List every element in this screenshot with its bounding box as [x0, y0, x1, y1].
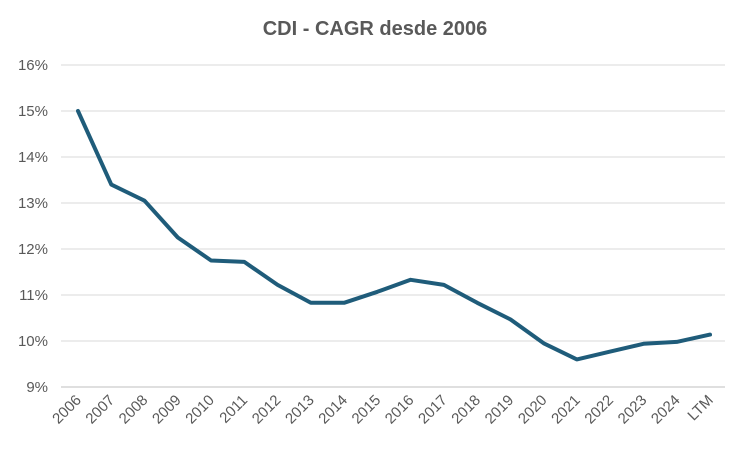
x-tick-label: 2013 [282, 392, 318, 428]
data-point [209, 259, 213, 263]
data-point [641, 342, 645, 346]
data-point [76, 109, 80, 113]
data-point [176, 236, 180, 240]
x-tick-label: 2015 [349, 392, 385, 428]
data-point [542, 341, 546, 345]
x-tick-label: 2014 [315, 392, 351, 428]
y-tick-label: 10% [18, 333, 48, 350]
data-point [475, 301, 479, 305]
data-point [309, 301, 313, 305]
series-line [76, 109, 712, 362]
data-point [575, 357, 579, 361]
x-tick-label: 2006 [49, 392, 85, 428]
series-layer [76, 109, 712, 362]
data-point [409, 278, 413, 282]
y-tick-label: 11% [19, 287, 48, 304]
y-axis: 9% 10% 11% 12% 13% 14% 15% 16% [18, 57, 48, 396]
x-tick-label: 2020 [515, 392, 551, 428]
x-tick-label: 2016 [382, 392, 418, 428]
x-tick-label: 2009 [149, 392, 185, 428]
x-tick-label: 2011 [216, 392, 251, 427]
x-tick-label: 2019 [482, 392, 518, 428]
gridlines [61, 64, 725, 388]
y-tick-label: 12% [18, 241, 48, 258]
data-point [375, 290, 379, 294]
data-point [342, 301, 346, 305]
data-point [708, 333, 712, 337]
x-tick-label: 2024 [648, 392, 684, 428]
data-point [109, 183, 113, 187]
data-point [242, 260, 246, 264]
y-tick-label: 15% [18, 103, 48, 120]
x-tick-label: 2012 [249, 392, 285, 428]
x-tick-label: 2010 [182, 392, 218, 428]
x-tick-label: 2022 [581, 392, 617, 428]
data-point [508, 317, 512, 321]
y-tick-label: 13% [18, 195, 48, 212]
data-point [442, 283, 446, 287]
y-tick-label: 9% [26, 379, 48, 396]
x-tick-label: 2007 [82, 392, 118, 428]
x-tick-label: 2021 [548, 392, 584, 428]
x-tick-label: 2023 [615, 392, 651, 428]
y-tick-label: 16% [18, 57, 48, 74]
x-tick-label: 2008 [116, 392, 152, 428]
y-tick-label: 14% [18, 149, 48, 166]
x-tick-label: LTM [684, 392, 716, 424]
x-tick-label: 2017 [415, 392, 451, 428]
data-point [608, 350, 612, 354]
data-point [675, 340, 679, 344]
chart-title: CDI - CAGR desde 2006 [263, 18, 488, 40]
data-point [143, 199, 147, 203]
data-point [276, 283, 280, 287]
x-tick-label: 2018 [448, 392, 484, 428]
x-axis: 2006200720082009201020112012201320142015… [49, 392, 717, 428]
